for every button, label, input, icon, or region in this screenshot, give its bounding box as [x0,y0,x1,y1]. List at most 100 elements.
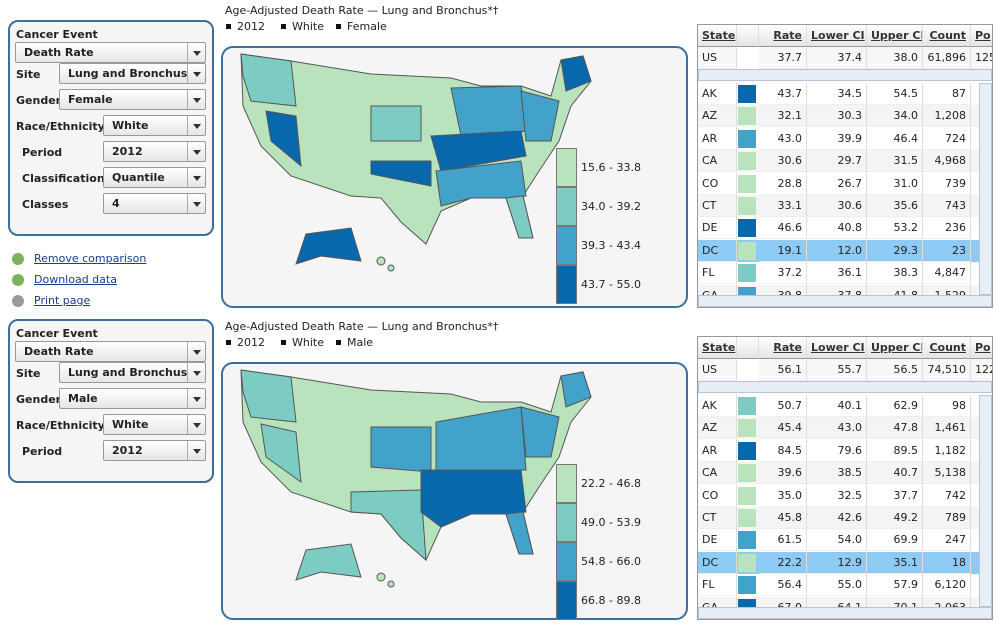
dropdown-arrow[interactable] [187,194,205,213]
table-row[interactable]: FL 37.2 36.1 38.3 4,847 [698,262,980,285]
link-icon[interactable] [12,253,24,265]
dropdown-arrow[interactable] [187,142,205,161]
table-cell: DE [698,529,737,552]
dropdown-arrow[interactable] [187,415,205,434]
link[interactable]: Download data [34,273,117,286]
link[interactable]: Remove comparison [34,252,147,265]
row-swatch [738,219,756,238]
column-header[interactable]: Upper CI [867,25,923,47]
select[interactable]: 2012 [103,440,206,461]
select[interactable]: 4 [103,193,206,214]
dropdown-arrow[interactable] [187,90,205,109]
table-row[interactable]: CT 45.8 42.6 49.2 789 [698,507,980,529]
control-label: Cancer Event [16,327,98,340]
table-row[interactable]: DC 22.2 12.9 35.1 18 [698,551,980,574]
table-cell: 1,461 [923,417,971,440]
table-row[interactable]: FL 56.4 55.0 57.9 6,120 [698,574,980,597]
table-row[interactable]: AZ 45.4 43.0 47.8 1,461 [698,417,980,440]
class-label: 22.2 - 46.8 [581,477,641,490]
class-label: 43.7 - 55.0 [581,278,641,291]
select[interactable]: 2012 [103,141,206,162]
link-icon[interactable] [12,295,24,307]
row-swatch [738,241,756,260]
row-swatch [738,553,756,572]
table-row[interactable]: CO 28.8 26.7 31.0 739 [698,172,980,195]
scrollbar[interactable] [698,295,992,307]
table-row[interactable]: AK 50.7 40.1 62.9 98 [698,395,980,417]
dropdown-arrow[interactable] [187,342,205,361]
table-cell: 22.2 [759,551,807,574]
row-swatch [738,419,756,438]
select[interactable]: White [103,115,206,136]
select[interactable]: Quantile [103,167,206,188]
table-row[interactable]: AK 43.7 34.5 54.5 87 [698,83,980,105]
scrollbar[interactable] [979,395,992,607]
table-row[interactable]: CA 30.6 29.7 31.5 4,968 [698,150,980,173]
column-header[interactable]: Count [923,25,971,47]
scrollbar[interactable] [698,381,992,393]
link-icon[interactable] [12,274,24,286]
row-swatch [738,464,756,483]
table-cell: 40.1 [807,395,867,417]
table-cell: 23 [923,239,971,262]
table-row[interactable]: CA 39.6 38.5 40.7 5,138 [698,462,980,485]
control-label: Gender [16,94,62,107]
dropdown-arrow[interactable] [187,363,205,382]
dropdown-arrow[interactable] [187,389,205,408]
select[interactable]: Death Rate [15,42,206,63]
table-row[interactable]: CT 33.1 30.6 35.6 743 [698,195,980,217]
link[interactable]: Print page [34,294,91,307]
dropdown-arrow[interactable] [187,168,205,187]
table-row[interactable]: DC 19.1 12.0 29.3 23 [698,239,980,262]
table-row[interactable]: CO 35.0 32.5 37.7 742 [698,484,980,507]
select[interactable]: Death Rate [15,341,206,362]
table-row[interactable]: AR 84.5 79.6 89.5 1,182 [698,439,980,462]
legend-item: White [292,336,324,349]
table-row[interactable]: DE 61.5 54.0 69.9 247 [698,529,980,552]
legend-bullet [336,340,341,345]
column-header[interactable]: Upper CI [867,337,923,359]
dropdown-arrow[interactable] [187,64,205,83]
select[interactable]: Female [59,89,206,110]
select[interactable]: Lung and Bronchus [59,63,206,84]
dropdown-arrow[interactable] [187,441,205,460]
column-header[interactable]: State [698,337,737,359]
table-cell: FL [698,574,737,597]
table-cell: 35.1 [867,551,923,574]
dropdown-arrow[interactable] [187,116,205,135]
select[interactable]: Male [59,388,206,409]
column-header [737,25,759,47]
column-header[interactable]: Lower CI [807,25,867,47]
column-header[interactable]: Po [971,337,992,359]
dropdown-arrow[interactable] [187,43,205,62]
table-row[interactable]: AZ 32.1 30.3 34.0 1,208 [698,105,980,128]
scrollbar[interactable] [979,83,992,295]
scrollbar[interactable] [698,69,992,81]
table-cell: AZ [698,417,737,440]
class-label: 54.8 - 66.0 [581,555,641,568]
column-header[interactable]: Rate [759,337,807,359]
class-label: 49.0 - 53.9 [581,516,641,529]
table-cell: 55.7 [807,359,867,381]
scrollbar[interactable] [698,607,992,619]
table-cell: 89.5 [867,439,923,462]
column-header[interactable]: Lower CI [807,337,867,359]
select[interactable]: Lung and Bronchus [59,362,206,383]
select-value: White [112,418,149,431]
table-row[interactable]: AR 43.0 39.9 46.4 724 [698,127,980,150]
select[interactable]: White [103,414,206,435]
row-swatch [738,576,756,595]
class-swatch [556,265,577,304]
column-header[interactable]: Rate [759,25,807,47]
table-cell: 37.7 [759,47,807,69]
table-cell: 43.0 [807,417,867,440]
row-swatch [738,129,756,148]
legend-item: Female [347,20,387,33]
table-row[interactable]: DE 46.6 40.8 53.2 236 [698,217,980,240]
row-swatch [738,397,756,415]
column-header[interactable]: Po [971,25,992,47]
control-label: Classes [22,198,69,211]
column-header[interactable]: Count [923,337,971,359]
control-label: Race/Ethnicity [16,419,105,432]
column-header[interactable]: State [698,25,737,47]
